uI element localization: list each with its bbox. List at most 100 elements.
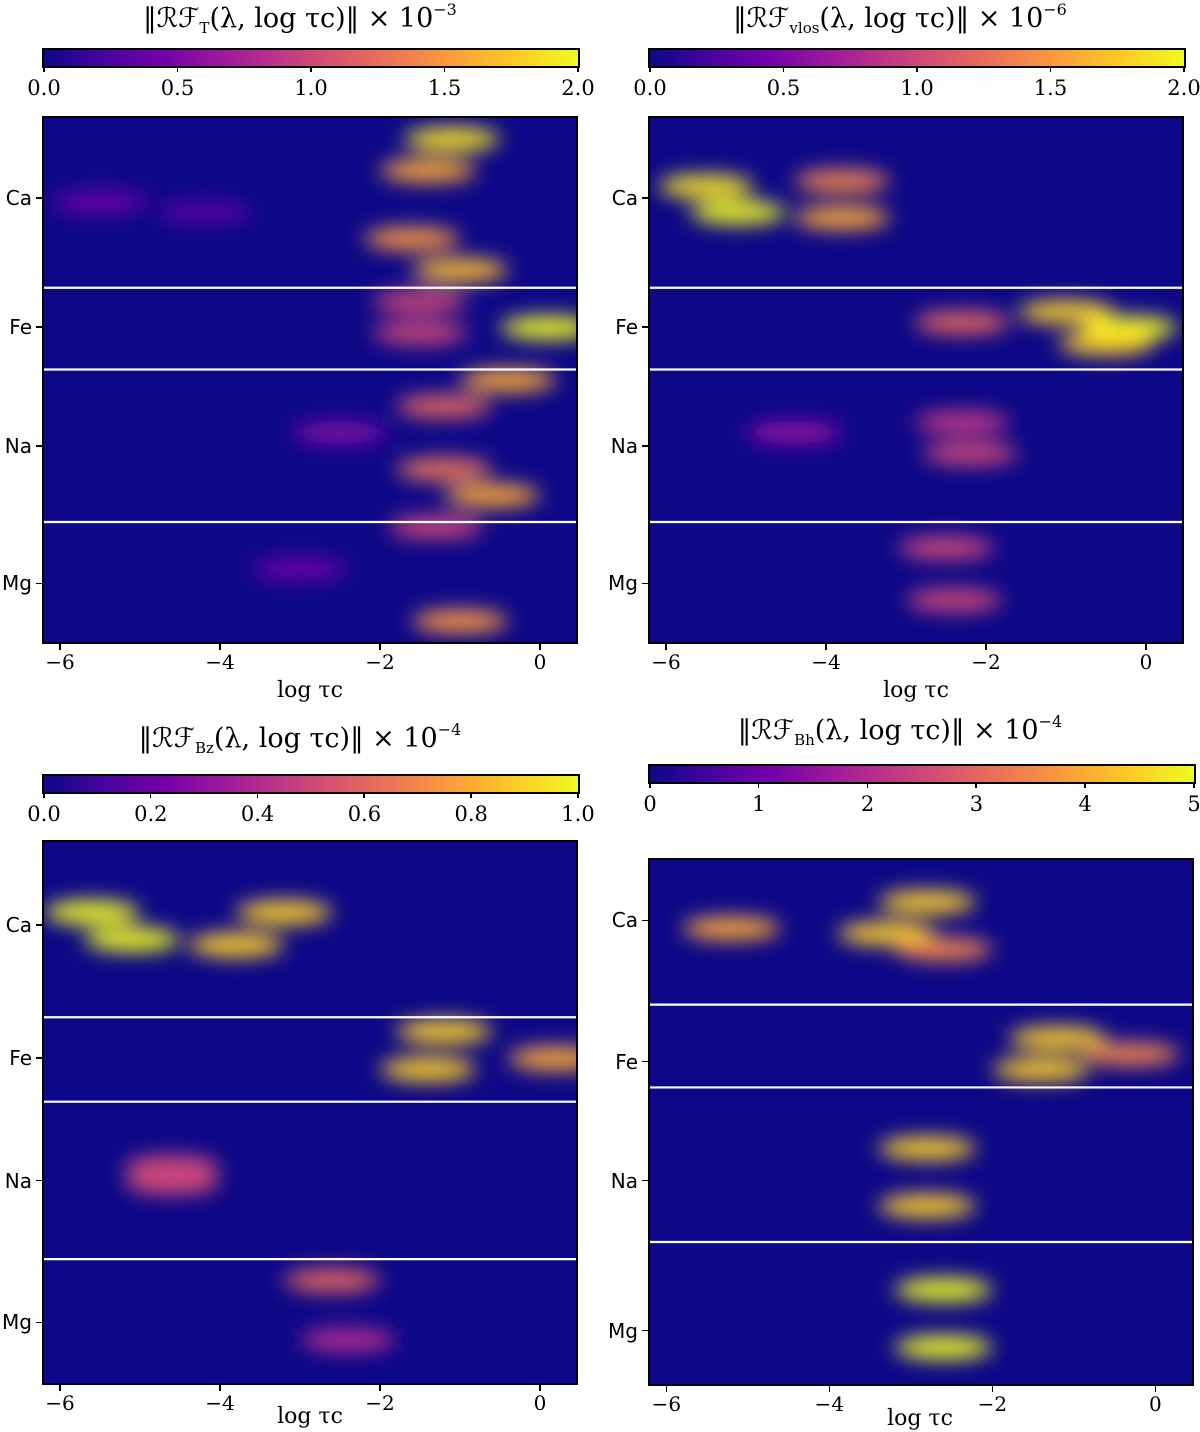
x-tick	[219, 1385, 221, 1391]
colorbar-tick	[149, 792, 152, 798]
heatmap-svg	[44, 900, 576, 1352]
colorbar-tick	[1049, 66, 1051, 72]
heatmap-hotspot	[1058, 331, 1154, 355]
colorbar-tick-label: 1.0	[561, 802, 595, 826]
colorbar-tick-label: 0.2	[134, 802, 168, 826]
panel-rf-vlos: ‖ℛℱvlos(λ, log τc)‖ × 10−6 0.0 0.5 1.0 1.5 2…	[600, 0, 1200, 716]
heatmap-hotspot	[412, 258, 508, 282]
heatmap-hotspot	[906, 588, 1002, 612]
colorbar-tick-label: 0.0	[27, 76, 61, 100]
heatmap-hotspot	[682, 916, 781, 940]
heatmap-hotspot	[992, 1058, 1090, 1082]
y-tick-label: Ca	[611, 186, 638, 211]
y-tick	[36, 924, 42, 926]
y-tick	[642, 582, 648, 585]
x-axis-label: log τc	[883, 678, 949, 703]
x-tick-label: −4	[811, 650, 841, 674]
heatmap-hotspot	[878, 1136, 976, 1160]
colorbar-tick	[443, 66, 445, 72]
x-axis-label: log τc	[277, 678, 343, 703]
x-tick-label: −2	[977, 1392, 1008, 1416]
heatmap-hotspot	[794, 169, 890, 193]
heatmap-hotspot	[658, 174, 754, 198]
axes: −6 −4 −2 0 Ca Fe Na Mg	[0, 716, 600, 1432]
x-tick	[1154, 1386, 1157, 1392]
panel-title: ‖ℛℱT(λ, log τc)‖ × 10−3	[143, 0, 457, 37]
colorbar-tick	[649, 66, 651, 72]
heatmap-hotspot	[894, 1335, 993, 1359]
heatmap-hotspot	[44, 900, 140, 925]
x-tick-label: 0	[533, 1391, 547, 1415]
x-tick-label: 0	[533, 650, 547, 674]
colorbar	[42, 774, 580, 794]
colorbar-tick	[577, 66, 579, 72]
y-tick	[642, 1329, 648, 1332]
heatmap-hotspot	[894, 937, 993, 961]
x-tick-label: −6	[651, 650, 681, 674]
x-tick-label: −4	[205, 1391, 235, 1415]
heatmap-hotspot	[52, 190, 148, 214]
y-tick-label: Fe	[615, 315, 638, 340]
colorbar-ticks: 0.0 0.5 1.0 1.5 2.0	[633, 48, 1200, 108]
heatmap-hotspot	[914, 410, 1010, 434]
heatmap-plot	[648, 116, 1184, 644]
y-tick	[36, 582, 42, 585]
colorbar-ticks: 0.0 0.2 0.4 0.6 0.8 1.0	[27, 774, 595, 834]
heatmap-hotspot	[878, 1194, 976, 1218]
colorbar-tick-label: 0.5	[766, 76, 801, 100]
colorbar-tick	[310, 66, 312, 72]
heatmap-plot	[42, 840, 578, 1385]
y-tick	[36, 445, 42, 447]
heatmap-hotspot	[404, 127, 500, 151]
colorbar-tick	[363, 792, 365, 798]
heatmap-hotspot	[746, 420, 842, 444]
y-tick-label: Fe	[615, 1049, 638, 1074]
heatmap-plot	[42, 116, 578, 644]
x-tick	[539, 644, 541, 650]
colorbar-tick-label: 2	[860, 792, 875, 816]
y-tick-label: Ca	[5, 912, 32, 937]
colorbar-tick-label: 0	[643, 792, 657, 816]
heatmap-hotspot	[292, 420, 388, 444]
heatmap-hotspot	[500, 316, 576, 340]
heatmap-hotspot	[156, 200, 252, 224]
colorbar-tick	[43, 792, 45, 798]
heatmap-hotspot	[124, 1170, 220, 1195]
axes: −6 −4 −2 0 Ca Fe Na Mg	[0, 0, 600, 716]
colorbar-tick-label: 0.0	[633, 76, 667, 100]
heatmap-hotspot	[1018, 300, 1114, 324]
panel-rf-bz: ‖ℛℱBz(λ, log τc)‖ × 10−4 0.0 0.2 0.4 0.6 0.8…	[0, 716, 600, 1432]
heatmap-hotspot	[372, 289, 468, 313]
heatmap-hotspot	[894, 1278, 993, 1302]
y-tick	[642, 326, 648, 328]
x-tick	[825, 644, 827, 650]
x-axis-label: log τc	[277, 1404, 343, 1429]
heatmap-hotspot	[364, 226, 460, 251]
heatmap-hotspot	[837, 921, 936, 945]
x-tick-label: 0	[1139, 650, 1153, 674]
colorbar-tick	[1084, 782, 1086, 788]
heatmap-hotspot	[284, 1268, 380, 1293]
panel-title: ‖ℛℱBz(λ, log τc)‖ × 10−4	[138, 720, 462, 757]
panel-title: ‖ℛℱBh(λ, log τc)‖ × 10−4	[737, 712, 1063, 749]
panel-rf-temperature: ‖ℛℱT(λ, log τc)‖ × 10−3 0.0 0.5 1.0 1.5 2.0 …	[0, 0, 600, 716]
colorbar-tick	[470, 792, 472, 798]
colorbar-tick	[577, 792, 579, 798]
heatmap-hotspot	[396, 394, 492, 418]
heatmap-svg	[650, 169, 1182, 612]
heatmap-hotspot	[236, 900, 332, 925]
y-tick	[36, 1321, 42, 1324]
heatmap-hotspot	[794, 206, 890, 230]
y-tick	[642, 919, 648, 921]
heatmap-hotspot	[1082, 1042, 1180, 1066]
heatmap-svg	[44, 127, 576, 633]
colorbar-tick	[649, 782, 651, 788]
x-tick-label: −6	[651, 1392, 682, 1416]
y-tick	[642, 445, 648, 447]
x-tick	[219, 644, 221, 650]
colorbar-tick-label: 3	[969, 792, 984, 816]
heatmap-hotspot	[380, 1057, 476, 1082]
colorbar-tick-label: 0.4	[240, 802, 275, 826]
colorbar-tick-label: 1.5	[427, 76, 462, 100]
x-tick	[539, 1385, 541, 1391]
